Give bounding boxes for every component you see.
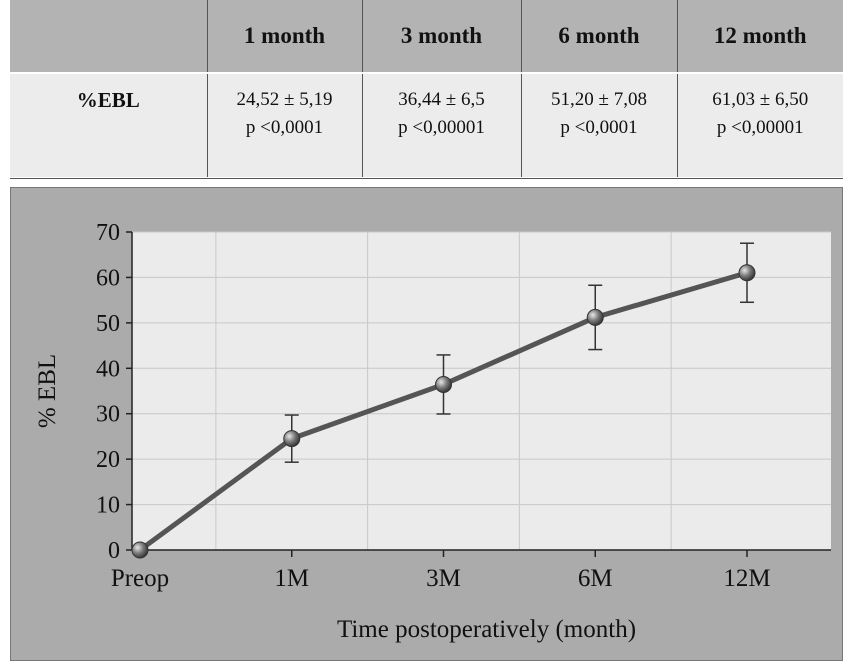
cell-12-month: 61,03 ± 6,50 p <0,00001 bbox=[677, 73, 843, 177]
y-tick-label: 10 bbox=[96, 493, 120, 519]
y-tick-label: 70 bbox=[96, 220, 120, 246]
x-tick-label: 3M bbox=[426, 565, 461, 592]
cell-value: 36,44 ± 6,5 bbox=[363, 86, 521, 114]
y-tick-label: 0 bbox=[108, 538, 120, 564]
y-tick-label: 50 bbox=[96, 311, 120, 337]
cell-6-month: 51,20 ± 7,08 p <0,0001 bbox=[521, 73, 677, 177]
cell-value: 24,52 ± 5,19 bbox=[208, 86, 362, 114]
cell-value: 51,20 ± 7,08 bbox=[522, 86, 677, 114]
chart-frame: 0 10 20 30 40 50 60 70 Preop 1M 3M 6M 12M Time posto… bbox=[10, 187, 843, 661]
table-corner-cell bbox=[10, 0, 207, 73]
header-3-month: 3 month bbox=[362, 0, 521, 73]
header-6-month: 6 month bbox=[521, 0, 677, 73]
x-tick-label: 6M bbox=[578, 565, 613, 592]
cell-3-month: 36,44 ± 6,5 p <0,00001 bbox=[362, 73, 521, 177]
results-table: 1 month 3 month 6 month 12 month %EBL 24… bbox=[10, 0, 843, 178]
data-point bbox=[436, 376, 452, 392]
x-axis-label: Time postoperatively (month) bbox=[337, 616, 636, 643]
table-row: %EBL 24,52 ± 5,19 p <0,0001 36,44 ± 6,5 … bbox=[10, 73, 843, 177]
ebl-line-chart: 0 10 20 30 40 50 60 70 Preop 1M 3M 6M 12M Time posto… bbox=[11, 188, 843, 662]
header-1-month: 1 month bbox=[207, 0, 362, 73]
header-12-month: 12 month bbox=[677, 0, 843, 73]
cell-pvalue: p <0,00001 bbox=[363, 114, 521, 142]
cell-value: 61,03 ± 6,50 bbox=[678, 86, 843, 114]
data-point bbox=[587, 309, 603, 325]
data-point bbox=[132, 542, 148, 558]
x-tick-label: Preop bbox=[111, 565, 169, 592]
table-bottom-border bbox=[10, 178, 843, 179]
y-axis-label: % EBL bbox=[34, 354, 61, 428]
y-tick-label: 30 bbox=[96, 402, 120, 428]
cell-1-month: 24,52 ± 5,19 p <0,0001 bbox=[207, 73, 362, 177]
x-tick-label: 12M bbox=[723, 565, 770, 592]
data-point bbox=[284, 431, 300, 447]
row-label-ebl: %EBL bbox=[10, 73, 207, 177]
cell-pvalue: p <0,00001 bbox=[678, 114, 843, 142]
y-tick-label: 20 bbox=[96, 447, 120, 473]
x-tick-label: 1M bbox=[274, 565, 309, 592]
table-header-row: 1 month 3 month 6 month 12 month bbox=[10, 0, 843, 73]
cell-pvalue: p <0,0001 bbox=[208, 114, 362, 142]
data-point bbox=[739, 265, 755, 281]
y-tick-label: 40 bbox=[96, 356, 120, 382]
cell-pvalue: p <0,0001 bbox=[522, 114, 677, 142]
y-tick-label: 60 bbox=[96, 265, 120, 291]
